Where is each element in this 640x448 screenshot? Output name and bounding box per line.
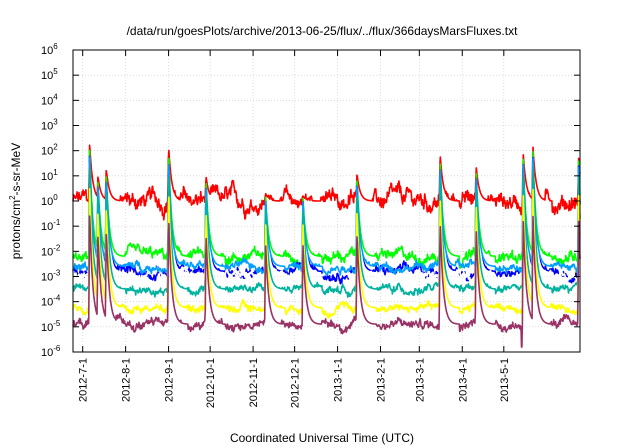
y-tick-base: 10 (41, 171, 53, 183)
y-tick-exponent: -3 (53, 269, 61, 278)
x-tick-label: 2012-10-1 (205, 358, 217, 408)
series-group (72, 144, 581, 348)
y-tick-exponent: 6 (53, 42, 58, 51)
y-tick-label: 10-1 (41, 218, 61, 233)
y-tick-label: 10-2 (41, 243, 61, 258)
x-tick-label: 2013-3-1 (414, 358, 426, 402)
y-tick-exponent: 2 (53, 143, 58, 152)
y-tick-exponent: 5 (53, 67, 58, 76)
series-line-7 (72, 188, 581, 319)
y-tick-exponent: -2 (53, 243, 61, 252)
series-line-5 (72, 156, 581, 277)
y-axis-label: protons/cm2-s-sr-MeV (8, 143, 23, 259)
y-axis-label-part-2: -s-sr-MeV (9, 143, 23, 196)
y-tick-base: 10 (41, 95, 53, 107)
y-tick-base: 10 (41, 246, 53, 258)
y-tick-base: 10 (41, 45, 53, 57)
y-tick-label: 102 (41, 143, 58, 158)
y-tick-label: 10-6 (41, 344, 61, 359)
y-axis-label-part-1: protons/cm (9, 200, 23, 259)
y-tick-label: 106 (41, 42, 58, 57)
y-tick-label: 105 (41, 67, 58, 82)
x-tick-label: 2012-8-1 (121, 358, 133, 402)
y-tick-base: 10 (41, 146, 53, 158)
y-tick-exponent: -5 (53, 319, 61, 328)
x-tick-label: 2013-5-1 (499, 358, 511, 402)
x-tick-label: 2013-1-1 (333, 358, 345, 402)
y-tick-exponent: -4 (53, 294, 61, 303)
y-tick-base: 10 (41, 70, 53, 82)
x-tick-label: 2012-7-1 (78, 358, 90, 402)
y-tick-base: 10 (41, 322, 53, 334)
y-tick-base: 10 (41, 221, 53, 233)
series-line-2 (72, 149, 581, 270)
y-tick-exponent: 0 (53, 193, 58, 202)
x-tick-label: 2012-9-1 (164, 358, 176, 402)
y-tick-base: 10 (41, 196, 53, 208)
y-tick-label: 104 (41, 92, 58, 107)
y-tick-base: 10 (41, 297, 53, 309)
x-tick-label: 2012-12-1 (290, 358, 302, 408)
y-axis: 10-610-510-410-310-210-11001011021031041… (41, 42, 580, 359)
y-tick-label: 103 (41, 118, 58, 133)
y-tick-label: 10-5 (41, 319, 61, 334)
y-tick-base: 10 (41, 347, 53, 359)
y-tick-base: 10 (41, 272, 53, 284)
series-line-6 (72, 168, 581, 298)
y-tick-label: 10-4 (41, 294, 61, 309)
x-axis: 2012-7-1 2012-8-1 2012-9-1 2012-10-1 2012-11… (78, 50, 511, 408)
x-tick-label: 2013-2-1 (376, 358, 388, 402)
y-axis-label-superscript: 2 (8, 195, 17, 200)
x-tick-label: 2013-4-1 (457, 358, 469, 402)
series-line-8 (72, 215, 581, 348)
y-tick-label: 100 (41, 193, 58, 208)
y-tick-exponent: 3 (53, 118, 58, 127)
y-tick-exponent: 1 (53, 168, 58, 177)
series-line-1 (72, 144, 581, 221)
y-tick-exponent: -6 (53, 344, 61, 353)
y-tick-exponent: -1 (53, 218, 61, 227)
y-tick-exponent: 4 (53, 92, 58, 101)
chart-title: /data/run/goesPlots/archive/2013-06-25/f… (127, 24, 519, 38)
x-tick-label: 2012-11-1 (248, 358, 260, 407)
x-axis-label: Coordinated Universal Time (UTC) (230, 431, 414, 445)
y-tick-label: 101 (41, 168, 58, 183)
y-tick-base: 10 (41, 121, 53, 133)
y-tick-label: 10-3 (41, 269, 61, 284)
